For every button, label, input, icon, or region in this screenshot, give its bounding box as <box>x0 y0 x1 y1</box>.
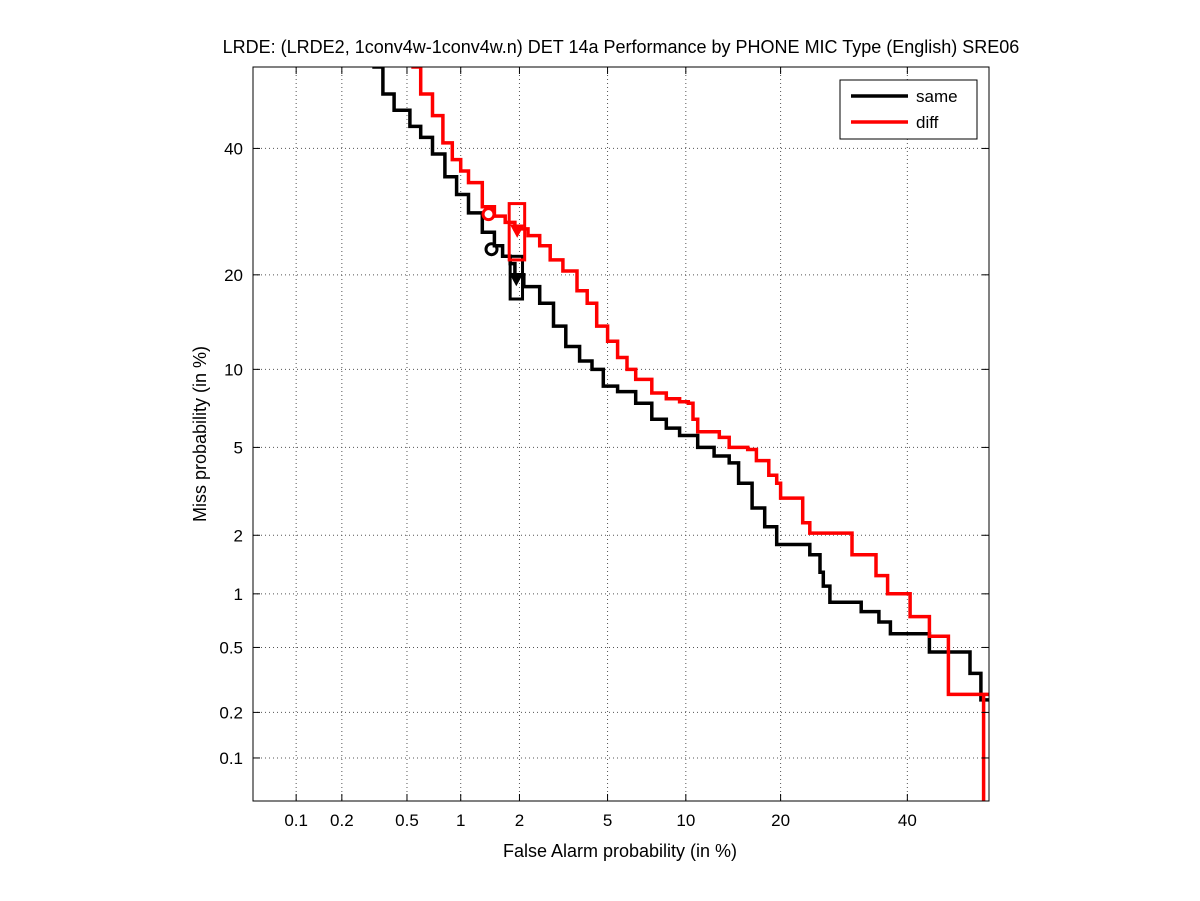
x-axis-ticks: 0.1 0.2 0.5 1 2 5 10 20 40 <box>284 67 917 830</box>
y-tick-label: 5 <box>234 438 243 457</box>
y-tick-label: 20 <box>224 266 243 285</box>
x-tick-label: 40 <box>898 811 917 830</box>
x-tick-label: 20 <box>771 811 790 830</box>
legend: same diff <box>839 79 978 140</box>
plot-area <box>253 67 989 801</box>
legend-label-diff: diff <box>916 113 939 132</box>
x-tick-label: 0.5 <box>395 811 419 830</box>
y-tick-label: 40 <box>224 139 243 158</box>
min-dcf-marker-diff <box>509 224 525 238</box>
min-dcf-marker-same <box>509 272 524 287</box>
legend-label-same: same <box>916 87 958 106</box>
y-tick-label: 0.2 <box>219 703 243 722</box>
x-tick-label: 0.2 <box>330 811 354 830</box>
actual-dcf-marker-diff <box>481 207 496 222</box>
x-tick-label: 2 <box>515 811 524 830</box>
x-tick-label: 10 <box>676 811 695 830</box>
plot-frame <box>252 66 990 802</box>
x-tick-label: 0.1 <box>284 811 308 830</box>
y-axis-ticks: 0.1 0.2 0.5 1 2 5 10 20 40 <box>219 139 989 768</box>
x-tick-label: 5 <box>603 811 612 830</box>
x-axis-label: False Alarm probability (in %) <box>503 841 737 861</box>
y-tick-label: 10 <box>224 360 243 379</box>
y-tick-label: 0.5 <box>219 638 243 657</box>
y-tick-label: 0.1 <box>219 749 243 768</box>
grid-lines <box>253 67 989 801</box>
y-axis-label: Miss probability (in %) <box>190 346 210 522</box>
chart-title: LRDE: (LRDE2, 1conv4w-1conv4w.n) DET 14a… <box>223 37 1020 57</box>
series-line-same <box>372 67 989 702</box>
confidence-box-diff <box>507 202 527 262</box>
x-tick-label: 1 <box>456 811 465 830</box>
marker-layer <box>481 202 527 301</box>
y-tick-label: 1 <box>234 585 243 604</box>
actual-dcf-marker-same <box>484 242 499 257</box>
y-tick-label: 2 <box>234 526 243 545</box>
legend-box <box>839 79 978 140</box>
confidence-box-same <box>508 254 525 301</box>
